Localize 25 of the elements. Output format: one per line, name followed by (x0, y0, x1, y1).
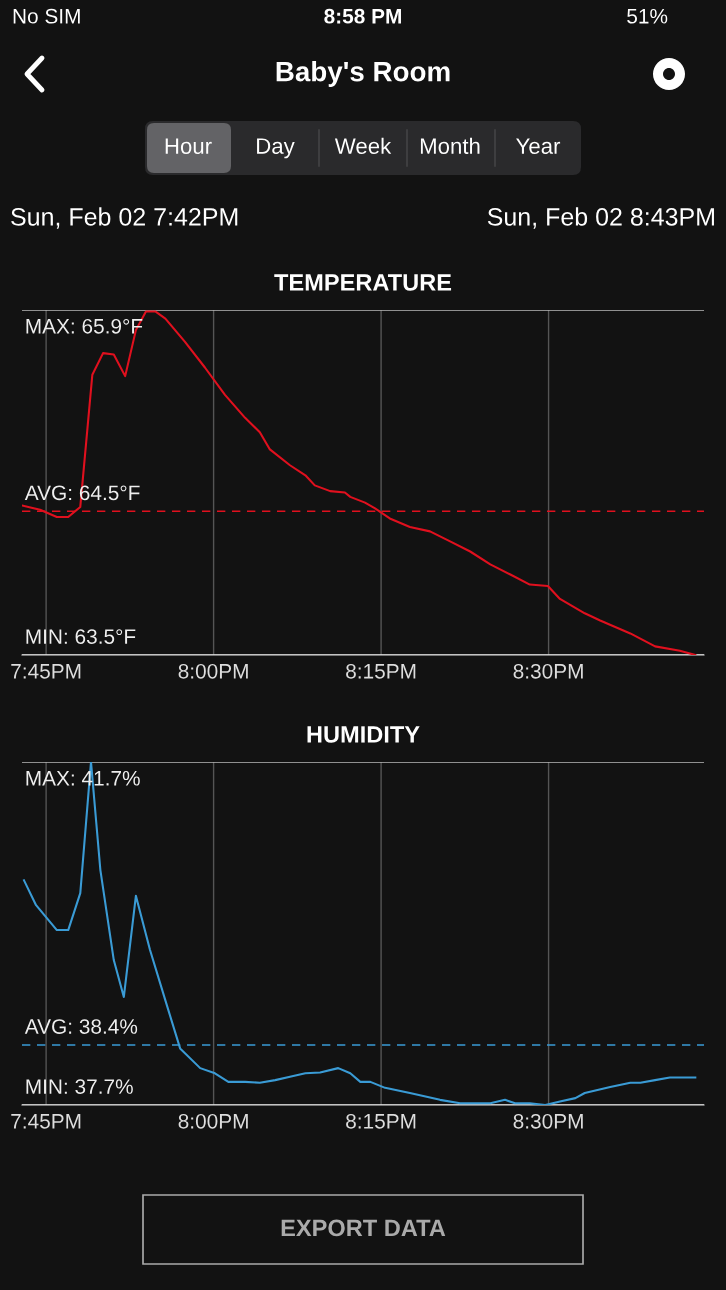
chart-title: HUMIDITY (307, 726, 420, 743)
text: Week (334, 137, 392, 154)
x-tick-label: 8:15PM (346, 663, 416, 679)
text: Sun, Feb 02 8:43PM (487, 207, 714, 229)
text: Year (516, 138, 561, 154)
x-tick-label: 7:45PM (11, 1114, 81, 1129)
text: 8:58 PM (324, 8, 401, 24)
text: EXPORT DATA (281, 1219, 446, 1237)
x-tick-label: 7:45PM (11, 664, 81, 679)
x-tick-label: 8:30PM (513, 663, 583, 679)
x-tick-label: 8:00PM (178, 1113, 248, 1129)
text: Day (257, 138, 295, 159)
text: Baby's Room (276, 61, 450, 87)
ref-line-label: MIN: 63.5°F (26, 629, 136, 644)
x-tick-label: 8:15PM (346, 1113, 416, 1129)
text: Month (420, 137, 480, 154)
text: Hour (165, 138, 212, 154)
text: Sun, Feb 02 7:42PM (11, 207, 238, 229)
x-tick-label: 8:00PM (178, 663, 248, 679)
chart-title: TEMPERATURE (274, 274, 452, 291)
x-tick-label: 8:30PM (513, 1113, 583, 1129)
ref-line-label: MIN: 37.7% (26, 1079, 133, 1094)
text: 51% (627, 8, 668, 24)
ref-line-label: AVG: 38.4% (24, 1019, 138, 1034)
text: No SIM (13, 8, 80, 24)
